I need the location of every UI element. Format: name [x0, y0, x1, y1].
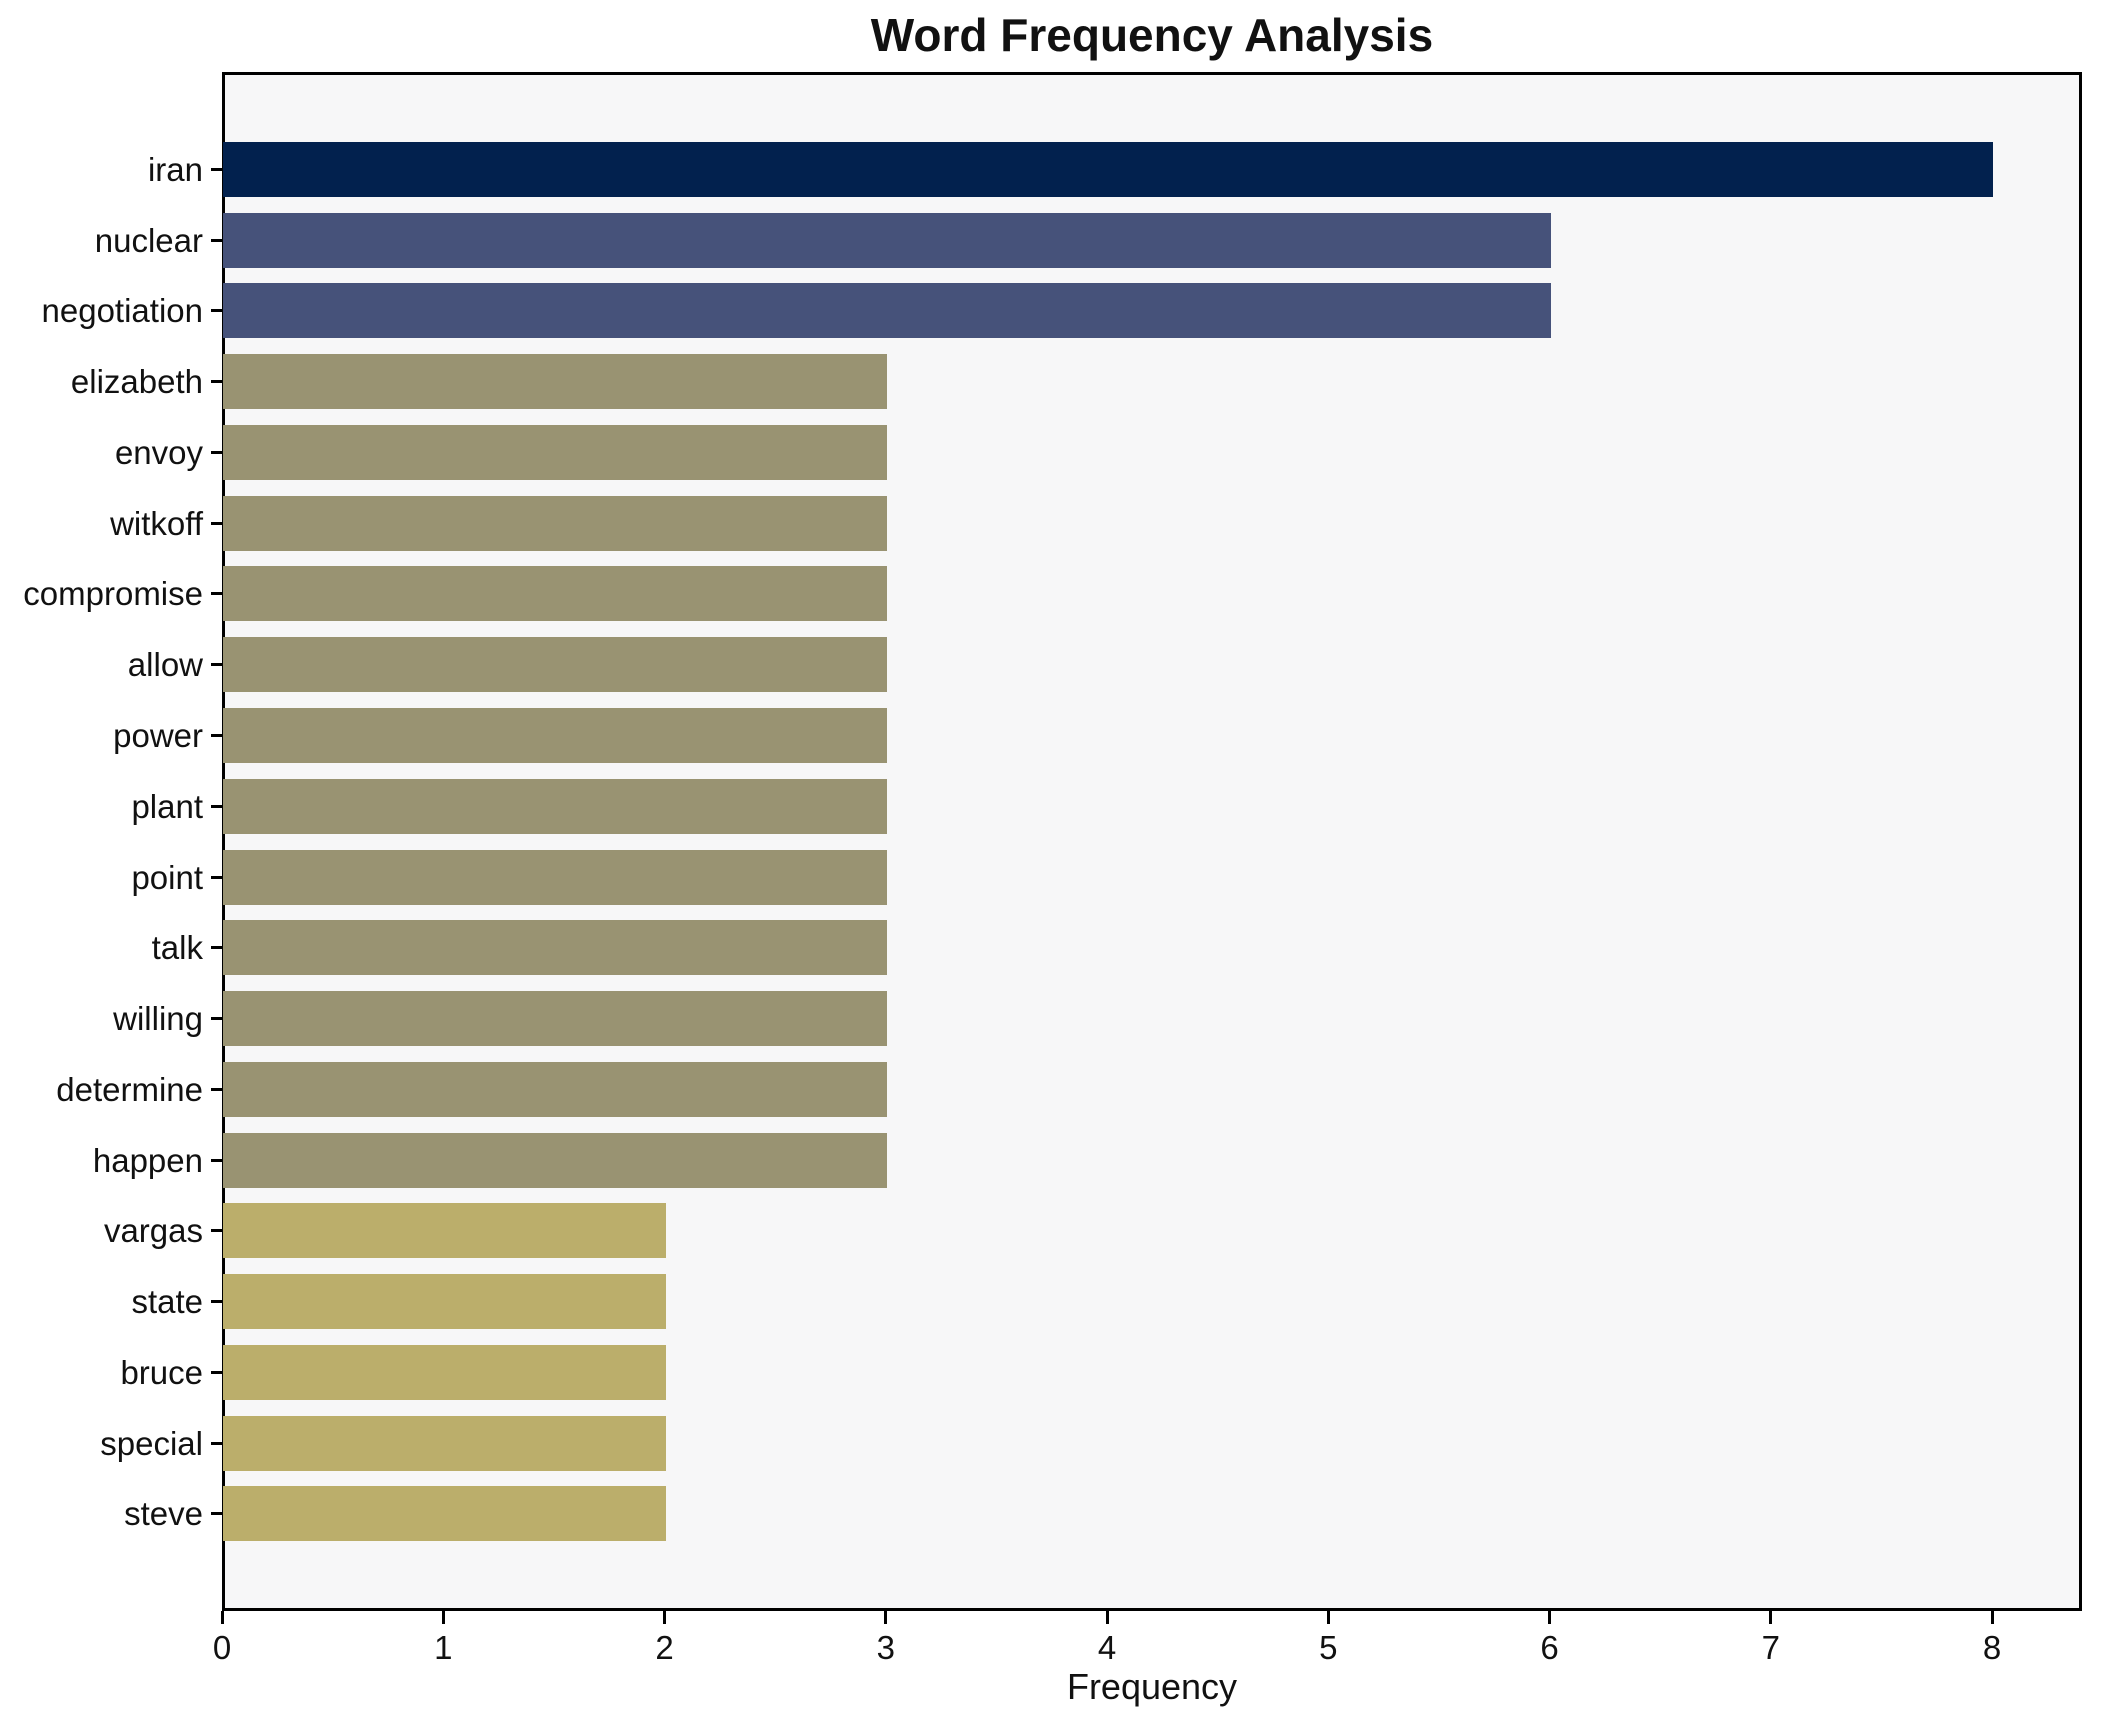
y-tick-mark — [211, 380, 222, 384]
y-tick-mark — [211, 521, 222, 525]
y-tick-label-elizabeth: elizabeth — [70, 363, 203, 401]
x-tick-label-2: 2 — [655, 1629, 674, 1666]
bar-elizabeth — [223, 354, 887, 410]
y-tick-label-determine: determine — [56, 1070, 203, 1108]
x-tick-label-6: 6 — [1540, 1629, 1559, 1666]
bar-determine — [223, 1061, 887, 1117]
x-tick-label-8: 8 — [1982, 1629, 2002, 1666]
x-tick-label-0: 0 — [212, 1629, 232, 1666]
x-tick-mark — [1990, 1611, 1994, 1624]
x-tick-mark — [1548, 1611, 1551, 1624]
bar-nuclear — [223, 212, 1551, 268]
bar-point — [223, 849, 887, 905]
x-tick-label-1: 1 — [434, 1629, 453, 1666]
x-tick-label-5: 5 — [1319, 1629, 1338, 1666]
bar-special — [223, 1415, 666, 1471]
y-tick-mark — [211, 663, 222, 667]
x-tick-label-3: 3 — [876, 1629, 895, 1666]
y-tick-label-negotiation: negotiation — [41, 292, 203, 330]
chart-title: Word Frequency Analysis — [870, 9, 1434, 61]
bar-vargas — [223, 1203, 666, 1259]
x-axis-label: Frequency — [1066, 1666, 1238, 1707]
y-tick-label-steve: steve — [124, 1495, 203, 1533]
bar-willing — [223, 991, 887, 1047]
bar-power — [223, 707, 887, 763]
bar-negotiation — [223, 283, 1551, 339]
y-tick-label-point: point — [131, 858, 203, 896]
y-tick-label-bruce: bruce — [120, 1353, 203, 1391]
y-tick-label-vargas: vargas — [103, 1212, 203, 1250]
y-tick-mark — [211, 167, 222, 171]
bar-witkoff — [223, 495, 887, 551]
y-tick-mark — [211, 733, 222, 737]
y-tick-mark — [211, 1158, 222, 1162]
y-tick-mark — [211, 1229, 222, 1233]
y-tick-label-talk: talk — [151, 929, 203, 967]
bar-compromise — [223, 566, 887, 622]
y-tick-mark — [211, 1370, 222, 1374]
y-tick-label-power: power — [113, 716, 203, 754]
y-tick-label-allow: allow — [127, 646, 203, 684]
y-tick-label-special: special — [100, 1424, 203, 1462]
y-tick-mark — [211, 875, 222, 879]
y-tick-mark — [211, 1017, 222, 1021]
x-tick-label-7: 7 — [1761, 1629, 1780, 1666]
y-tick-label-willing: willing — [113, 1000, 203, 1038]
x-tick-mark — [1105, 1611, 1109, 1624]
y-tick-label-compromise: compromise — [23, 575, 203, 613]
y-tick-mark — [211, 1087, 222, 1091]
x-tick-mark — [663, 1611, 666, 1624]
bar-plant — [223, 778, 887, 834]
y-tick-label-witkoff: witkoff — [110, 504, 203, 542]
x-tick-mark — [441, 1611, 445, 1624]
y-tick-label-envoy: envoy — [114, 433, 203, 471]
y-tick-label-iran: iran — [147, 150, 203, 188]
bar-talk — [223, 920, 887, 976]
x-tick-label-4: 4 — [1097, 1629, 1117, 1666]
y-tick-mark — [211, 1441, 222, 1445]
y-tick-mark — [211, 1300, 222, 1304]
x-tick-mark — [1769, 1611, 1773, 1624]
y-tick-mark — [211, 804, 222, 808]
y-tick-mark — [211, 946, 222, 950]
y-tick-label-plant: plant — [131, 787, 203, 825]
y-tick-label-nuclear: nuclear — [94, 221, 203, 259]
y-tick-label-happen: happen — [92, 1141, 203, 1179]
x-tick-mark — [1326, 1611, 1330, 1624]
y-tick-mark — [211, 450, 222, 454]
y-tick-mark — [211, 1512, 222, 1516]
bar-allow — [223, 637, 887, 693]
bar-envoy — [223, 424, 887, 480]
y-tick-mark — [211, 238, 222, 242]
y-tick-label-state: state — [131, 1283, 203, 1321]
bar-state — [223, 1274, 666, 1330]
bar-happen — [223, 1132, 887, 1188]
y-tick-mark — [211, 309, 222, 313]
bar-bruce — [223, 1344, 666, 1400]
x-tick-mark — [884, 1611, 888, 1624]
x-tick-mark — [220, 1611, 224, 1624]
bar-steve — [223, 1486, 666, 1542]
bar-iran — [223, 141, 1993, 197]
y-tick-mark — [211, 592, 222, 596]
